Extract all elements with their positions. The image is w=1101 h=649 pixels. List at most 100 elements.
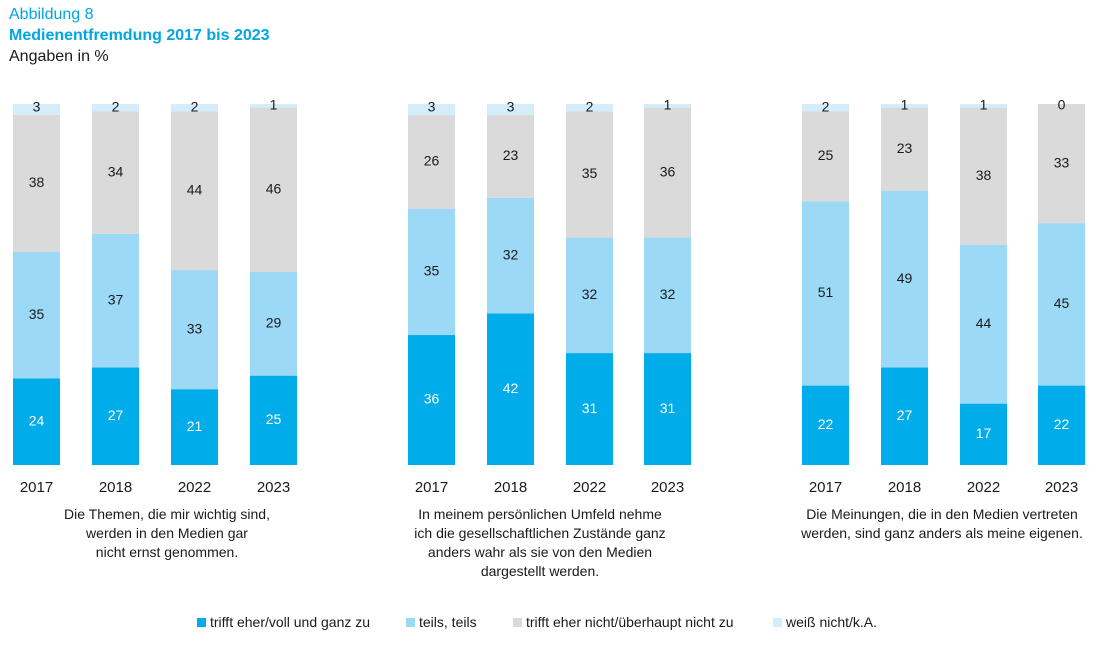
legend-swatch — [513, 617, 522, 627]
chart-caption-line: anders wahr als sie von den Medien — [428, 544, 652, 560]
data-label: 34 — [108, 163, 124, 179]
data-label: 36 — [424, 391, 440, 407]
bar-segment-weiss-nicht — [171, 104, 218, 112]
legend-item-weiss-nicht: weiß nicht/k.A. — [773, 614, 877, 630]
data-label: 51 — [818, 284, 834, 300]
x-tick-label: 2022 — [178, 479, 211, 496]
data-label: 1 — [901, 97, 909, 113]
bar-segment-weiss-nicht — [802, 104, 849, 112]
x-tick-label: 2018 — [99, 479, 132, 496]
data-label: 35 — [424, 263, 440, 279]
data-label: 1 — [664, 97, 672, 113]
data-label: 17 — [976, 425, 992, 441]
data-label: 35 — [582, 165, 598, 181]
data-label: 32 — [660, 286, 676, 302]
legend-label: weiß nicht/k.A. — [786, 614, 878, 630]
legend-label: trifft eher nicht/überhaupt nicht zu — [526, 614, 734, 630]
bar-segment-trifft-zu — [881, 367, 928, 465]
data-label: 32 — [503, 246, 519, 262]
data-label: 46 — [266, 180, 282, 196]
bar-segment-trifft-nicht-zu — [92, 111, 139, 234]
bar-segment-teils — [250, 271, 297, 376]
legend-item-teils: teils, teils — [406, 614, 477, 630]
chart-caption-line: nicht ernst genommen. — [96, 544, 238, 560]
bar-segment-teils — [13, 252, 60, 379]
data-label: 2 — [586, 98, 594, 114]
bar-segment-trifft-zu — [92, 367, 139, 465]
bar-segment-weiss-nicht — [644, 104, 691, 108]
x-tick-label: 2018 — [494, 479, 527, 496]
bar-segment-weiss-nicht — [881, 104, 928, 108]
data-label: 44 — [187, 181, 203, 197]
chart-caption-line: ich die gesellschaftlichen Zustände ganz — [414, 525, 665, 541]
bar-segment-trifft-zu — [1038, 385, 1085, 465]
bar-segment-trifft-nicht-zu — [644, 107, 691, 238]
legend-label: trifft eher/voll und ganz zu — [210, 614, 371, 630]
data-label: 26 — [424, 152, 440, 168]
bar-segment-teils — [92, 233, 139, 368]
bar-segment-trifft-nicht-zu — [13, 114, 60, 253]
data-label: 1 — [270, 96, 278, 112]
bar-segment-teils — [171, 270, 218, 390]
data-label: 32 — [582, 286, 598, 302]
data-label: 33 — [187, 320, 203, 336]
data-label: 35 — [29, 306, 45, 322]
chart-caption-line: dargestellt werden. — [481, 563, 599, 579]
bar-segment-trifft-nicht-zu — [1038, 104, 1085, 224]
bar-segment-trifft-nicht-zu — [802, 111, 849, 202]
bar-segment-teils — [487, 197, 534, 314]
bar-segment-trifft-zu — [408, 335, 455, 465]
figure-subtitle: Angaben in % — [9, 48, 109, 65]
data-label: 23 — [897, 140, 913, 156]
data-label: 22 — [1054, 416, 1070, 432]
data-label: 3 — [428, 99, 436, 115]
bar-segment-teils — [408, 208, 455, 336]
x-tick-label: 2023 — [257, 479, 290, 496]
data-label: 22 — [818, 416, 834, 432]
data-label: 33 — [1054, 154, 1070, 170]
chart-caption-line: werden in den Medien gar — [85, 525, 248, 541]
figure-label: Abbildung 8 — [9, 6, 94, 23]
legend-swatch — [197, 617, 206, 627]
data-label: 45 — [1054, 295, 1070, 311]
bar-segment-trifft-zu — [13, 378, 60, 465]
bar-segment-weiss-nicht — [408, 104, 455, 115]
bar-segment-trifft-nicht-zu — [250, 107, 297, 272]
data-label: 2 — [191, 98, 199, 114]
bar-segment-weiss-nicht — [960, 104, 1007, 108]
data-label: 3 — [507, 99, 515, 115]
bar-segment-trifft-zu — [802, 385, 849, 465]
data-label: 29 — [266, 315, 282, 331]
figure-header: Abbildung 8 Medienentfremdung 2017 bis 2… — [9, 4, 270, 67]
data-label: 2 — [822, 98, 830, 114]
bar-segment-weiss-nicht — [487, 104, 534, 115]
bar-segment-trifft-nicht-zu — [408, 114, 455, 209]
data-label: 49 — [897, 270, 913, 286]
bar-segment-trifft-nicht-zu — [566, 111, 613, 238]
legend-item-trifft-nicht-zu: trifft eher nicht/überhaupt nicht zu — [513, 614, 734, 630]
data-label: 25 — [266, 411, 282, 427]
legend: trifft eher/voll und ganz zu teils, teil… — [0, 614, 1101, 634]
chart-caption-line: Die Themen, die mir wichtig sind, — [64, 506, 270, 522]
data-label: 31 — [660, 400, 676, 416]
x-tick-label: 2022 — [573, 479, 606, 496]
data-label: 24 — [29, 412, 45, 428]
bar-segment-teils — [960, 244, 1007, 404]
data-label: 2 — [112, 98, 120, 114]
bar-segment-trifft-nicht-zu — [960, 107, 1007, 245]
data-label: 21 — [187, 418, 203, 434]
data-label: 23 — [503, 147, 519, 163]
legend-item-trifft-zu: trifft eher/voll und ganz zu — [197, 614, 370, 630]
data-label: 36 — [660, 163, 676, 179]
x-tick-label: 2017 — [809, 479, 842, 496]
data-label: 27 — [897, 407, 913, 423]
data-label: 31 — [582, 400, 598, 416]
bar-segment-trifft-zu — [960, 403, 1007, 465]
bar-segment-weiss-nicht — [13, 104, 60, 115]
bar-segment-teils — [881, 190, 928, 368]
bar-segment-trifft-nicht-zu — [487, 114, 534, 198]
bar-segment-trifft-zu — [566, 353, 613, 465]
data-label: 38 — [976, 167, 992, 183]
figure-title: Medienentfremdung 2017 bis 2023 — [9, 27, 270, 44]
